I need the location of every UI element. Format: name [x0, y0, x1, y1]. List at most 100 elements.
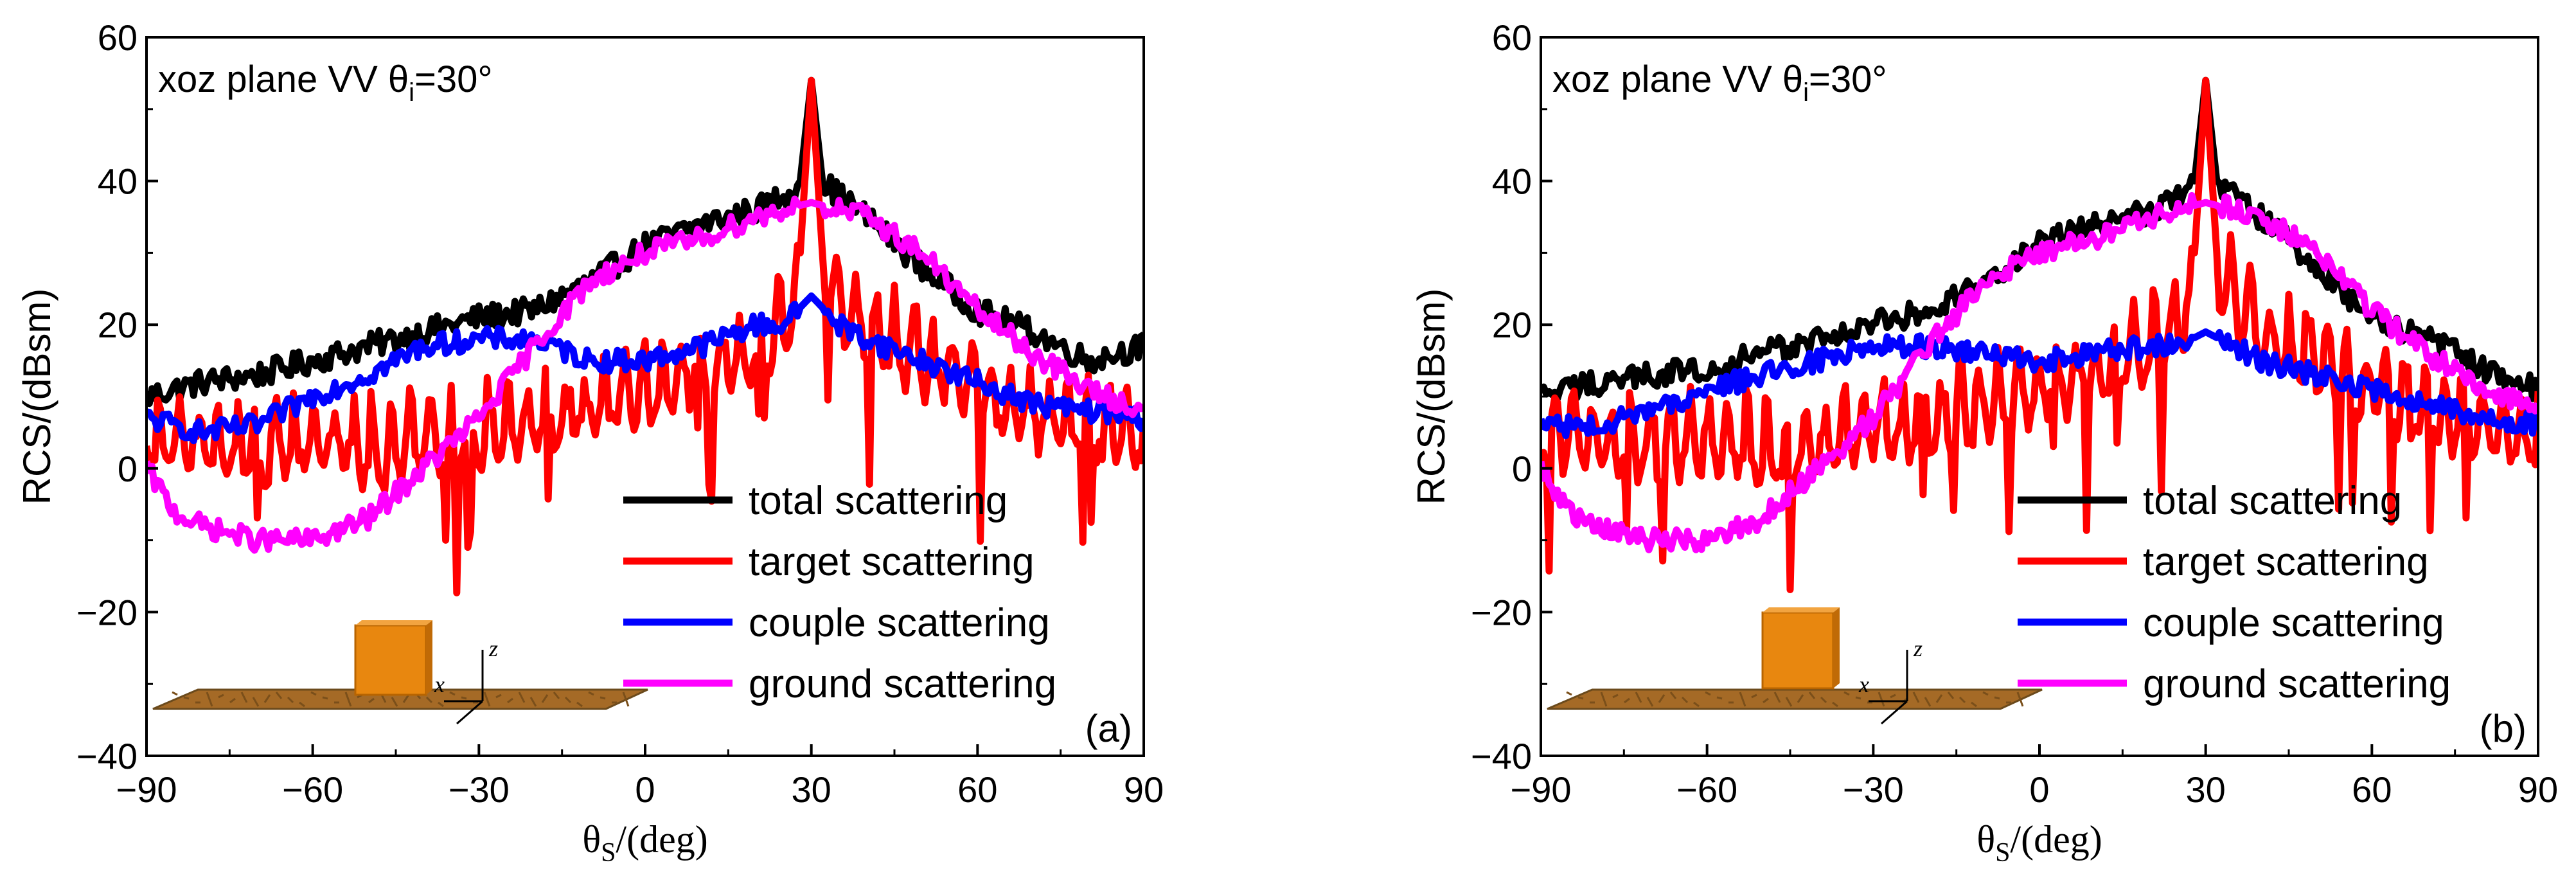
- inset-target-box-top: [355, 620, 432, 625]
- x-tick-label: 30: [792, 769, 831, 810]
- inset-ground-texture: [263, 694, 271, 703]
- inset-ground-texture: [391, 697, 398, 707]
- legend-label: target scattering: [2143, 540, 2429, 584]
- inset-ground-texture: [310, 691, 317, 696]
- annotation-theta: θ: [388, 58, 409, 100]
- x-tick-label: 90: [1124, 769, 1164, 810]
- inset-ground-texture: [1832, 701, 1838, 708]
- x-tick-label: −60: [282, 769, 343, 810]
- x-tick-label: −60: [1676, 769, 1737, 810]
- x-axis-label-theta: θ: [1976, 818, 1995, 861]
- legend-label: total scattering: [749, 479, 1008, 523]
- inset-ground-texture: [541, 694, 549, 703]
- x-axis-label-suffix: /(deg): [2010, 818, 2102, 861]
- panel-b: zx−90 −60 −30 0 30 60 90−40−200204060RCS/(dBsm…: [1410, 17, 2558, 868]
- inset-ground-texture: [1785, 697, 1793, 707]
- x-tick-label: 60: [957, 769, 997, 810]
- inset-ground-texture: [1566, 691, 1572, 696]
- series-line-ground-scattering: [1541, 192, 2538, 553]
- series-line-couple-scattering: [147, 292, 1144, 445]
- y-tick-label: −40: [76, 736, 138, 776]
- y-tick-label: 60: [1492, 17, 1532, 58]
- inset-z-label: z: [1913, 636, 1923, 661]
- inset-ground-texture: [252, 697, 260, 707]
- inset-ground-texture: [1971, 701, 1977, 708]
- inset-ground-texture: [622, 692, 630, 707]
- inset-ground-texture: [368, 697, 375, 704]
- y-tick-label: 60: [98, 17, 138, 58]
- y-axis-label: RCS/(dBsm): [15, 289, 58, 505]
- legend-label: couple scattering: [749, 601, 1050, 645]
- legend: total scattering target scattering couple …: [623, 479, 1056, 706]
- y-tick-label: −20: [76, 592, 138, 632]
- x-tick-label: 90: [2518, 769, 2558, 810]
- inset-ground-texture: [564, 696, 572, 704]
- series-line-couple-scattering: [1541, 328, 2538, 440]
- annotation-theta: θ: [1782, 58, 1803, 100]
- x-tick-label: −90: [116, 769, 177, 810]
- y-tick-label: −20: [1471, 592, 1532, 632]
- inset-ground-texture: [1577, 696, 1584, 700]
- inset-y-axis: [1881, 700, 1908, 725]
- inset-ground-texture: [1681, 696, 1689, 704]
- y-tick-label: 0: [1512, 449, 1532, 489]
- inset-ground-texture: [1600, 692, 1608, 707]
- x-axis-label-suffix: /(deg): [616, 818, 707, 861]
- y-tick-label: 20: [98, 305, 138, 345]
- inset-ground-plane: [1547, 688, 2043, 710]
- inset-ground-texture: [461, 696, 467, 700]
- inset-ground-texture: [1693, 701, 1700, 708]
- inset-ground-texture: [1820, 696, 1827, 704]
- annotation-suffix: =30°: [1809, 58, 1887, 100]
- x-axis-label-sub: S: [601, 838, 616, 868]
- panel-a: zx−90 −60 −30 0 30 60 90−40−200204060RCS/(dBsm…: [15, 17, 1164, 868]
- y-tick-label: 0: [118, 449, 138, 489]
- y-tick-label: −40: [1471, 736, 1532, 776]
- x-axis-label: θS/(deg): [1976, 818, 2102, 868]
- inset-ground-texture: [275, 692, 283, 699]
- x-axis-label-theta: θ: [582, 818, 601, 861]
- inset-ground-texture: [322, 696, 328, 700]
- panel-label: (a): [1085, 707, 1132, 750]
- inset-x-label: x: [434, 672, 445, 697]
- legend-label: ground scattering: [749, 662, 1056, 706]
- inset-target-box: [1761, 611, 1834, 690]
- inset-ground-texture: [1624, 697, 1630, 704]
- inset-ground-texture: [1878, 692, 1885, 707]
- inset-ground-texture: [1843, 691, 1850, 696]
- inset-x-label: x: [1858, 672, 1869, 697]
- inset-ground-texture: [1612, 693, 1619, 699]
- inset-ground-texture: [1669, 692, 1677, 699]
- x-tick-label: −90: [1511, 769, 1572, 810]
- inset-ground-texture: [229, 697, 236, 704]
- inset-y-axis: [456, 700, 483, 725]
- inset-ground-texture: [1763, 697, 1769, 704]
- annotation-suffix: =30°: [414, 58, 493, 100]
- x-axis-label: θS/(deg): [582, 818, 707, 868]
- inset-target-box-side: [426, 620, 432, 695]
- inset-ground-texture: [1935, 694, 1943, 703]
- inset-ground-texture: [483, 692, 491, 707]
- annotation-sub: i: [409, 78, 414, 107]
- inset-ground-texture: [495, 693, 502, 699]
- inset-ground-texture: [1705, 691, 1711, 696]
- plot-annotation: xoz plane VV θi=30°: [1552, 58, 1887, 107]
- inset-ground-texture: [218, 693, 224, 699]
- x-tick-label: 0: [635, 769, 655, 810]
- inset-ground-texture: [1994, 696, 2000, 700]
- inset-ground-texture: [529, 697, 537, 707]
- inset-ground-texture: [2016, 692, 2024, 707]
- inset-ground-texture: [1912, 692, 1920, 703]
- inset-ground-texture: [518, 692, 526, 703]
- inset-ground-texture: [1959, 696, 1966, 704]
- series-group: [147, 76, 1144, 596]
- annotation-prefix: xoz plane VV: [1552, 58, 1782, 100]
- inset-ground-texture: [507, 697, 513, 704]
- inset-ground-texture: [425, 696, 433, 704]
- inset-target-box-side: [1833, 607, 1840, 688]
- y-tick-label: 20: [1492, 305, 1532, 345]
- legend-label: couple scattering: [2143, 601, 2444, 645]
- x-tick-label: −30: [449, 769, 510, 810]
- legend-label: target scattering: [749, 540, 1035, 584]
